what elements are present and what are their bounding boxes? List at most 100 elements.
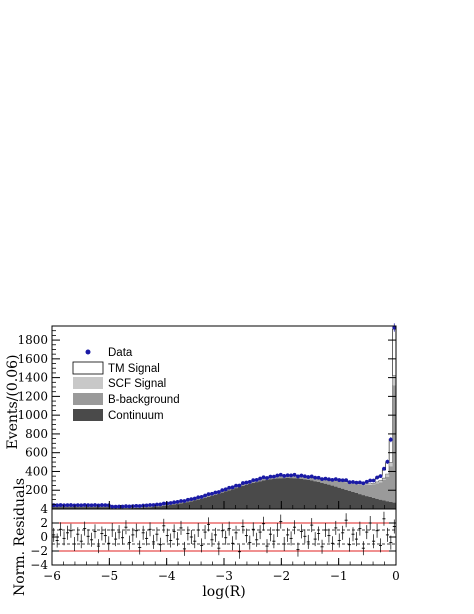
residual-y-tick-label: 2 <box>40 516 48 530</box>
data-point <box>247 479 252 484</box>
data-point <box>382 466 386 471</box>
data-point <box>299 473 304 478</box>
data-point <box>144 503 149 508</box>
data-point <box>203 493 207 498</box>
y-tick-label: 400 <box>25 464 48 478</box>
legend-label-data: Data <box>108 347 133 359</box>
data-point <box>199 495 204 499</box>
data-point <box>340 478 345 483</box>
data-point <box>230 485 235 490</box>
y-tick-label: 200 <box>25 483 48 497</box>
residual-y-tick-label: 4 <box>40 502 48 516</box>
data-point <box>210 491 214 496</box>
data-point <box>337 478 342 482</box>
data-point <box>278 472 283 477</box>
y-tick-label: 1000 <box>17 408 48 422</box>
data-point <box>371 478 376 483</box>
data-point <box>327 477 331 482</box>
data-point <box>347 480 352 485</box>
data-point <box>82 503 87 507</box>
data-point <box>388 437 393 442</box>
data-point <box>89 503 94 508</box>
data-point <box>285 473 290 478</box>
residual-points <box>52 511 396 559</box>
data-point <box>69 503 73 507</box>
residual-y-tick-label: 0 <box>40 530 48 544</box>
legend-swatch-tm-signal <box>72 361 104 375</box>
data-point <box>220 488 225 493</box>
data-point <box>86 503 91 508</box>
data-point <box>330 477 335 482</box>
data-point <box>65 503 70 508</box>
data-point <box>275 473 280 478</box>
data-point <box>192 496 197 501</box>
x-tick-label: 0 <box>392 569 400 583</box>
data-point <box>93 503 97 507</box>
data-point <box>306 475 311 479</box>
stacked-components <box>52 328 397 509</box>
data-point <box>368 478 373 483</box>
x-tick-label: −5 <box>100 569 118 583</box>
y-tick-label: 600 <box>25 446 48 460</box>
data-point <box>385 459 390 464</box>
data-point <box>261 475 266 480</box>
data-point <box>72 503 77 508</box>
legend-label-continuum: Continuum <box>108 410 164 422</box>
legend-data-marker <box>85 349 91 355</box>
data-point <box>175 500 180 504</box>
data-point <box>196 495 201 500</box>
data-point <box>302 474 307 479</box>
b-background-area <box>52 385 396 509</box>
residual-y-tick-label: −2 <box>30 544 48 558</box>
data-point <box>185 497 190 502</box>
data-point <box>282 474 287 478</box>
data-point <box>378 474 383 479</box>
data-point <box>182 499 187 503</box>
data-point <box>134 503 139 508</box>
histogram-y-axis-label: Events/(0.06) <box>5 354 21 449</box>
data-point <box>258 476 263 481</box>
x-tick-label: −6 <box>43 569 61 583</box>
legend-swatch-scf-signal <box>73 377 103 389</box>
data-point <box>357 480 362 485</box>
data-point <box>148 503 152 507</box>
x-axis-ticks: −6 −5 −4 −3 −2 −1 0 <box>43 501 400 583</box>
legend-swatch-b-background <box>73 393 103 405</box>
data-point <box>99 503 104 507</box>
data-point <box>75 503 80 508</box>
data-point <box>161 501 166 506</box>
data-point <box>79 503 84 508</box>
data-point <box>292 472 297 477</box>
data-point <box>189 497 194 502</box>
data-point <box>344 478 349 483</box>
data-point <box>206 492 211 497</box>
data-point <box>213 490 218 495</box>
residual-y-tick-label: −4 <box>30 558 48 572</box>
data-points <box>51 323 397 509</box>
residuals-frame <box>51 508 397 566</box>
data-point <box>234 483 238 488</box>
data-point <box>103 503 108 508</box>
data-point <box>251 478 256 483</box>
data-point <box>106 503 111 508</box>
legend: Data TM Signal SCF Signal B-background C… <box>72 347 180 422</box>
residual-reference-lines <box>52 522 396 552</box>
data-point <box>158 502 163 507</box>
residuals-y-axis-label: Norm. Residuals <box>12 478 28 596</box>
data-point <box>216 490 221 494</box>
data-point <box>62 503 66 508</box>
data-point <box>313 475 318 480</box>
data-point <box>113 504 118 509</box>
data-point <box>58 503 63 507</box>
data-point <box>55 503 60 508</box>
data-point <box>165 501 170 506</box>
legend-label-b-background: B-background <box>108 394 180 406</box>
data-point <box>309 474 314 479</box>
data-point <box>268 474 273 479</box>
data-point <box>172 500 177 505</box>
data-point <box>244 480 249 485</box>
data-point <box>333 477 338 481</box>
